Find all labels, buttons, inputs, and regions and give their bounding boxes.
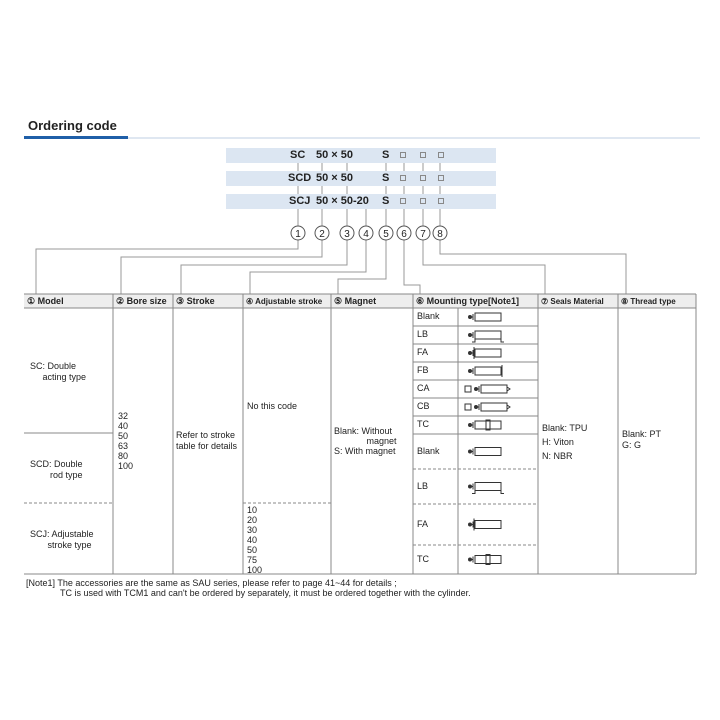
position-circle — [358, 225, 374, 241]
mounting-code: LB — [417, 480, 429, 491]
foot-mount-cylinder-icon — [468, 330, 504, 343]
magnet-text: Blank: Without magnet S: With magnet — [334, 426, 397, 456]
basic-cylinder-icon — [468, 447, 502, 456]
header-model: ① Model — [27, 296, 64, 306]
code-model-scd: SCD — [288, 172, 312, 184]
trunnion-cylinder-icon — [468, 419, 502, 431]
position-number: 1 — [295, 229, 301, 240]
position-number: 2 — [319, 229, 325, 240]
option-placeholder-box — [400, 175, 406, 181]
option-placeholder-box — [438, 198, 444, 204]
front-flange-cylinder-icon — [468, 347, 502, 359]
title-accent-bar — [24, 136, 128, 139]
header-seals-material: ⑦ Seals Material — [541, 297, 604, 306]
mounting-code: FA — [417, 518, 429, 529]
mounting-code: FA — [417, 347, 429, 357]
position-number: 7 — [420, 229, 426, 240]
position-number: 4 — [363, 229, 369, 240]
position-circle — [432, 225, 448, 241]
trunnion-cylinder-icon — [468, 554, 502, 565]
note-2: TC is used with TCM1 and can't be ordere… — [60, 588, 471, 598]
mounting-code: Blank — [417, 445, 440, 456]
foot-mount-cylinder-icon — [468, 482, 504, 494]
model-scj: SCJ: Adjustable stroke type — [30, 529, 94, 550]
header-stroke: ③ Stroke — [176, 296, 215, 306]
position-circle — [290, 225, 306, 241]
note-1: [Note1] The accessories are the same as … — [26, 578, 397, 588]
seals-text: Blank: TPU H: Viton N: NBR — [542, 423, 588, 461]
code-magnet-scd: S — [382, 172, 390, 184]
basic-cylinder-icon — [468, 312, 502, 322]
mounting-code: LB — [417, 329, 429, 339]
option-placeholder-box — [400, 152, 406, 158]
code-magnet-sc: S — [382, 149, 390, 161]
model-scd: SCD: Double rod type — [30, 459, 83, 480]
adjustable-none: No this code — [247, 401, 298, 411]
header-adjustable-stroke: ④ Adjustable stroke — [246, 297, 323, 306]
code-size-scj: 50 × 50-20 — [316, 195, 369, 207]
mounting-code: TC — [417, 553, 429, 564]
thread-text: Blank: PT G: G — [622, 429, 662, 450]
rear-flange-cylinder-icon — [468, 365, 503, 377]
position-circle — [378, 225, 394, 241]
page-title: Ordering code — [28, 118, 117, 133]
code-model-scj: SCJ — [289, 195, 311, 207]
position-number: 5 — [383, 229, 389, 240]
header-bore-size: ② Bore size — [116, 296, 167, 306]
option-placeholder-box — [438, 152, 444, 158]
code-size-sc: 50 × 50 — [316, 149, 354, 161]
code-band-scd — [226, 171, 496, 186]
code-band-scj — [226, 194, 496, 209]
mounting-code: FB — [417, 365, 429, 375]
adjustable-values: 10 20 30 40 50 75 100 — [247, 505, 263, 575]
mounting-code: TC — [417, 419, 429, 429]
header-thread-type: ⑧ Thread type — [621, 297, 676, 306]
option-placeholder-box — [438, 175, 444, 181]
front-flange-cylinder-icon — [468, 518, 502, 531]
option-placeholder-box — [420, 198, 426, 204]
code-size-scd: 50 × 50 — [316, 172, 354, 184]
option-placeholder-box — [400, 198, 406, 204]
position-number: 8 — [437, 229, 443, 240]
mounting-code: CB — [417, 401, 430, 411]
header-mounting-type: ⑥ Mounting type[Note1] — [416, 296, 520, 306]
position-number: 6 — [401, 229, 407, 240]
title-divider — [128, 137, 700, 139]
model-sc: SC: Double acting type — [30, 361, 87, 382]
position-circle — [314, 225, 330, 241]
stroke-text: Refer to stroke table for details — [176, 430, 238, 451]
position-number: 3 — [344, 229, 350, 240]
single-clevis-cylinder-icon — [464, 384, 511, 394]
code-band-sc — [226, 148, 496, 163]
bore-sizes: 32 40 50 63 80 100 — [118, 411, 134, 471]
code-magnet-scj: S — [382, 195, 390, 207]
double-clevis-cylinder-icon — [464, 402, 511, 412]
option-placeholder-box — [420, 175, 426, 181]
mounting-code: Blank — [417, 311, 440, 321]
position-circle — [415, 225, 431, 241]
position-circle — [339, 225, 355, 241]
option-placeholder-box — [420, 152, 426, 158]
code-model-sc: SC — [290, 149, 306, 161]
position-circle — [396, 225, 412, 241]
header-magnet: ⑤ Magnet — [334, 296, 377, 306]
mounting-code: CA — [417, 383, 430, 393]
